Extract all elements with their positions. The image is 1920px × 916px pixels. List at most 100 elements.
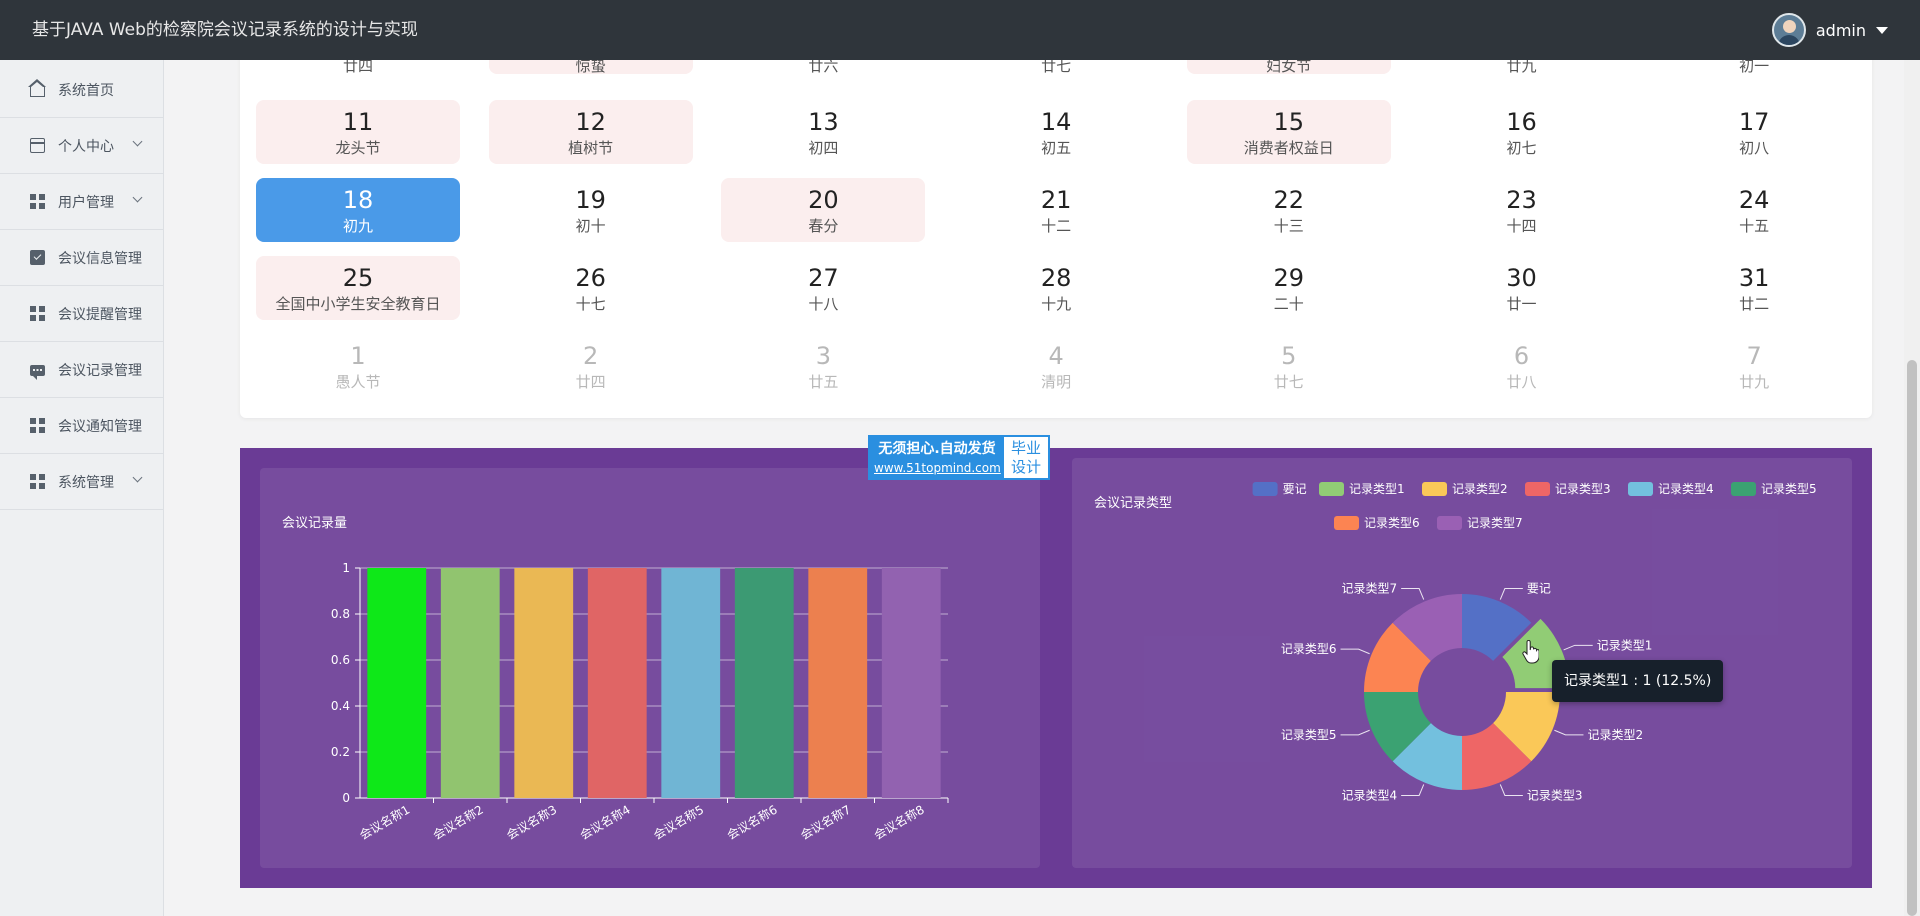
bar[interactable] xyxy=(587,568,647,798)
sidebar-item-3[interactable]: 会议信息管理 xyxy=(0,230,163,286)
calendar-day[interactable]: 17 初八 xyxy=(1652,100,1856,164)
legend-swatch xyxy=(1252,482,1278,496)
legend-item[interactable]: 记录类型5 xyxy=(1731,482,1817,496)
sidebar-item-0[interactable]: 系统首页 xyxy=(0,62,163,118)
caret-down-icon[interactable] xyxy=(1876,26,1888,34)
calendar-day[interactable]: 11 龙头节 xyxy=(256,100,460,164)
calendar-day[interactable]: 23 十四 xyxy=(1420,178,1624,242)
pie-slice-label: 要记 xyxy=(1527,582,1551,596)
pie-slice[interactable] xyxy=(1392,723,1462,790)
bar[interactable] xyxy=(734,568,794,798)
calendar-day[interactable]: 初一 xyxy=(1652,44,1856,75)
watermark-side: 毕业设计 xyxy=(1010,439,1041,476)
calendar-day[interactable]: 19 初十 xyxy=(489,178,693,242)
watermark-link[interactable]: www.51topmind.com xyxy=(874,461,1001,475)
pie-chart-panel: 会议记录类型 要记 记录类型1 记录类型2 记录类型3 记录类型4 记录类型5 记录类型6 记… xyxy=(1072,458,1852,868)
legend-item[interactable]: 要记 xyxy=(1252,482,1307,496)
pie-slice[interactable] xyxy=(1364,692,1431,762)
pie-slice[interactable] xyxy=(1462,594,1532,661)
x-tick-label: 会议名称2 xyxy=(430,802,486,843)
day-number: 12 xyxy=(575,108,606,136)
calendar-day[interactable]: 27 十八 xyxy=(721,256,925,320)
day-number: 29 xyxy=(1273,264,1305,292)
calendar-day[interactable]: 13 初四 xyxy=(721,100,925,164)
user-menu[interactable]: admin xyxy=(1771,12,1888,48)
calendar-week-row: 25 全国中小学生安全教育日 26 十七 27 十八 28 十九 29 二十 30 廿一 31 廿二 xyxy=(240,256,1872,324)
y-tick-label: 0.6 xyxy=(331,653,350,667)
calendar-day[interactable]: 廿六 xyxy=(721,44,925,75)
lunar-label: 清明 xyxy=(1041,373,1072,391)
day-number: 11 xyxy=(342,108,374,136)
calendar-day[interactable]: 12 植树节 xyxy=(488,100,693,164)
calendar-day[interactable]: 30 廿一 xyxy=(1420,256,1624,320)
calendar-day[interactable]: 25 全国中小学生安全教育日 xyxy=(256,256,460,320)
username-label[interactable]: admin xyxy=(1815,20,1866,40)
bar[interactable] xyxy=(367,568,427,798)
pie-slice[interactable] xyxy=(1392,594,1462,661)
calendar-day[interactable]: 15 消费者权益日 xyxy=(1186,100,1391,164)
bar[interactable] xyxy=(881,568,941,798)
calendar-day[interactable]: 26 十七 xyxy=(489,256,693,320)
legend-item[interactable]: 记录类型4 xyxy=(1628,482,1714,496)
day-number: 14 xyxy=(1040,108,1072,136)
sidebar-item-label: 会议信息管理 xyxy=(58,250,142,267)
grid-icon xyxy=(30,474,45,489)
legend-item[interactable]: 记录类型2 xyxy=(1422,482,1508,496)
calendar-day[interactable]: 31 廿二 xyxy=(1652,256,1856,320)
bar[interactable] xyxy=(808,568,868,798)
legend-item[interactable]: 记录类型7 xyxy=(1437,516,1523,530)
legend-item[interactable]: 记录类型6 xyxy=(1334,516,1420,530)
calendar-day[interactable]: 6 廿八 xyxy=(1420,334,1624,398)
chevron-down-icon[interactable] xyxy=(132,472,143,483)
legend-label: 记录类型5 xyxy=(1761,482,1817,496)
legend-label: 记录类型6 xyxy=(1364,516,1420,530)
watermark-badge[interactable]: 无须担心.自动发货 www.51topmind.com 毕业设计 xyxy=(868,435,1050,480)
calendar-day[interactable]: 廿九 xyxy=(1420,44,1624,75)
calendar-day[interactable]: 14 初五 xyxy=(954,100,1158,164)
legend-label: 记录类型7 xyxy=(1467,516,1523,530)
calendar-day-today[interactable]: 18 初九 xyxy=(256,178,460,242)
legend-swatch xyxy=(1731,482,1756,496)
calendar-day[interactable]: 20 春分 xyxy=(721,178,926,242)
day-number: 1 xyxy=(350,342,366,370)
calendar-day[interactable]: 22 十三 xyxy=(1187,178,1391,242)
watermark-main[interactable]: 无须担心.自动发货 www.51topmind.com xyxy=(870,437,1004,478)
calendar-day[interactable]: 廿四 xyxy=(256,44,460,75)
user-avatar[interactable] xyxy=(1771,13,1806,47)
legend-item[interactable]: 记录类型1 xyxy=(1319,482,1405,496)
calendar-day[interactable]: 7 廿九 xyxy=(1652,334,1856,398)
calendar-day[interactable]: 3 廿五 xyxy=(721,334,925,398)
calendar: 廿四 惊蛰 廿六 廿七 妇女节 廿九 初一 11 龙头节 12 植树节 13 初四 14 初五 15 消费者权益… xyxy=(240,44,1872,418)
calendar-day[interactable]: 21 十二 xyxy=(954,178,1158,242)
pie-slice[interactable] xyxy=(1364,622,1431,692)
calendar-day[interactable]: 29 二十 xyxy=(1187,256,1391,320)
sidebar-item-2[interactable]: 用户管理 xyxy=(0,174,163,230)
calendar-day[interactable]: 16 初七 xyxy=(1420,100,1624,164)
scrollbar-thumb[interactable] xyxy=(1907,360,1917,916)
legend-item[interactable]: 记录类型3 xyxy=(1525,482,1611,496)
calendar-day[interactable]: 1 愚人节 xyxy=(256,334,460,398)
page-scrollbar[interactable] xyxy=(1904,60,1920,916)
y-tick-label: 0.8 xyxy=(331,607,350,621)
calendar-day[interactable]: 廿七 xyxy=(954,44,1158,75)
chevron-down-icon[interactable] xyxy=(132,192,143,203)
legend-label: 记录类型4 xyxy=(1658,482,1714,496)
sidebar-item-1[interactable]: 个人中心 xyxy=(0,118,163,174)
legend-label: 记录类型2 xyxy=(1452,482,1508,496)
bar[interactable] xyxy=(661,568,721,798)
bar[interactable] xyxy=(514,568,574,798)
calendar-day[interactable]: 4 清明 xyxy=(954,334,1158,398)
calendar-day[interactable]: 5 廿七 xyxy=(1187,334,1391,398)
pie-slice[interactable] xyxy=(1462,723,1532,790)
chevron-down-icon[interactable] xyxy=(132,136,143,147)
pie-slice[interactable] xyxy=(1493,692,1560,762)
calendar-day[interactable]: 24 十五 xyxy=(1652,178,1856,242)
calendar-day[interactable]: 2 廿四 xyxy=(489,334,693,398)
bar[interactable] xyxy=(440,568,500,798)
sidebar-item-6[interactable]: 会议通知管理 xyxy=(0,398,163,454)
day-number: 17 xyxy=(1738,108,1770,136)
sidebar-item-4[interactable]: 会议提醒管理 xyxy=(0,286,163,342)
calendar-day[interactable]: 28 十九 xyxy=(954,256,1158,320)
sidebar-item-7[interactable]: 系统管理 xyxy=(0,454,163,510)
sidebar-item-5[interactable]: 会议记录管理 xyxy=(0,342,163,398)
